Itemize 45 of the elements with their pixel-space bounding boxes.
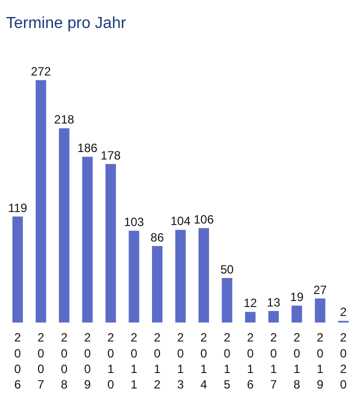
x-tick-label: 2009 [84, 330, 92, 392]
bar [292, 306, 302, 323]
x-tick-label: 2014 [200, 330, 208, 392]
x-tick-label: 2007 [38, 330, 45, 392]
data-label: 13 [266, 295, 281, 310]
x-tick-label: 2008 [60, 330, 68, 392]
data-label: 119 [8, 200, 28, 215]
x-tick-label: 2013 [177, 330, 184, 392]
bar [245, 312, 256, 323]
x-tick-label: 2020 [340, 330, 348, 392]
x-tick-label: 2012 [154, 330, 161, 392]
bar [222, 278, 232, 323]
data-label: 106 [194, 212, 214, 226]
data-label: 2 [340, 305, 348, 320]
x-tick-label: 2011 [130, 330, 138, 392]
x-tick-label: 2019 [316, 330, 324, 392]
bar [105, 164, 116, 323]
data-label: 86 [150, 230, 164, 244]
data-label: 186 [77, 141, 98, 156]
chart-title: Termine pro Jahr [6, 15, 127, 32]
data-label: 19 [290, 290, 304, 304]
data-label: 50 [220, 262, 234, 276]
bar [58, 128, 70, 323]
bar [12, 216, 23, 323]
x-tick-label: 2015 [224, 330, 231, 392]
x-tick-label: 2017 [270, 330, 278, 392]
data-label: 12 [244, 296, 258, 310]
x-tick-label: 2010 [107, 330, 114, 392]
bar [82, 156, 93, 323]
data-label: 218 [54, 112, 74, 127]
bar [198, 228, 209, 323]
data-label: 104 [170, 214, 191, 228]
data-label: 272 [30, 64, 52, 78]
bar [175, 230, 186, 323]
bar [268, 311, 279, 323]
bar [152, 246, 162, 323]
x-tick-label: 2018 [293, 330, 300, 392]
data-label: 178 [100, 148, 122, 162]
x-tick-label: 2016 [246, 330, 254, 392]
bar [128, 230, 140, 323]
data-label: 27 [313, 282, 328, 297]
x-tick-label: 2006 [14, 330, 22, 392]
bar [314, 298, 326, 323]
data-label: 103 [124, 215, 144, 230]
bar [36, 80, 46, 323]
